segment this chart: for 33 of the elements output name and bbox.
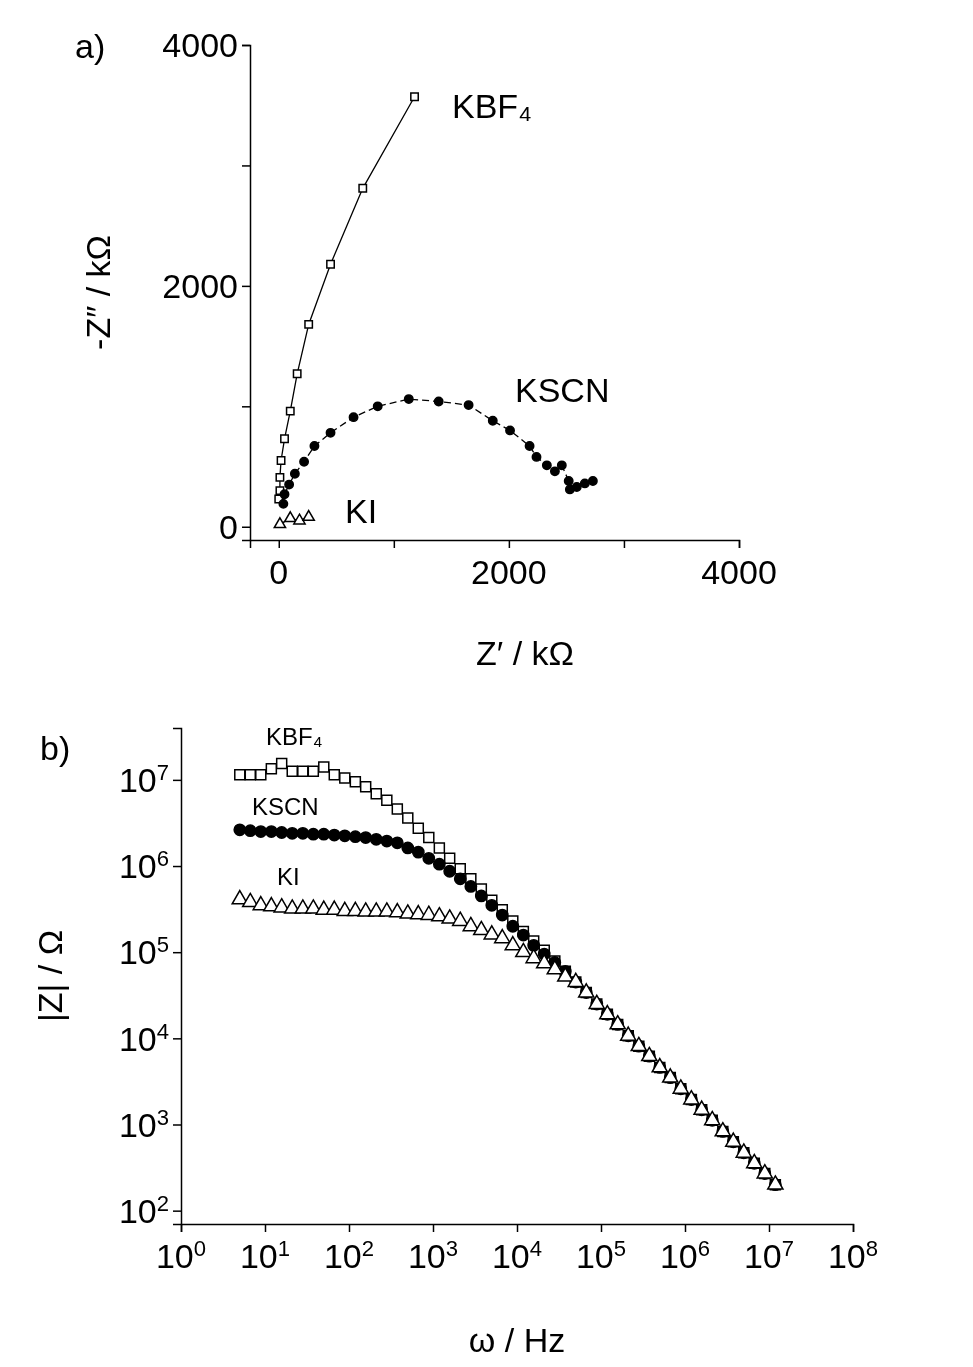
series-label: KSCN — [252, 793, 319, 820]
series-label: KI — [345, 492, 378, 530]
x-tick-label: 10$^{6}$ — [659, 1235, 711, 1275]
y-axis-title: -Z″ / kΩ — [79, 235, 117, 350]
x-tick-label: 10$^{7}$ — [743, 1235, 795, 1275]
x-tick-label: 4000 — [701, 553, 777, 591]
x-tick-label: 0 — [269, 553, 289, 591]
x-axis-title: Z′ / kΩ — [476, 634, 574, 672]
y-tick-label: 4000 — [162, 26, 238, 65]
x-axis-title: ω / Hz — [468, 1321, 566, 1359]
y-tick-label: 10$^{7}$ — [118, 759, 169, 800]
x-tick-label: 2000 — [471, 553, 547, 591]
y-tick-label: 10$^{5}$ — [118, 931, 169, 972]
y-axis-title: |Z| / Ω — [31, 929, 69, 1023]
series-label: KI — [277, 863, 300, 890]
chart-title: b) — [40, 729, 71, 767]
x-tick-label: 10$^{5}$ — [575, 1235, 627, 1275]
y-tick-label: 10$^{3}$ — [118, 1104, 169, 1144]
x-tick-label: 10$^{2}$ — [323, 1235, 375, 1275]
y-tick-label: 0 — [219, 507, 238, 546]
y-tick-label: 2000 — [162, 267, 238, 306]
y-tick-label: 10$^{6}$ — [118, 845, 169, 886]
series-label: KBF₄ — [266, 723, 323, 750]
series-label: KBF₄ — [452, 87, 533, 125]
y-tick-label: 10$^{4}$ — [118, 1018, 169, 1058]
y-tick-label: 10$^{2}$ — [118, 1190, 169, 1230]
x-tick-label: 10$^{8}$ — [827, 1235, 879, 1275]
x-tick-label: 10$^{4}$ — [491, 1235, 543, 1275]
x-tick-label: 10$^{3}$ — [407, 1235, 459, 1275]
series-label: KSCN — [515, 371, 610, 409]
x-tick-label: 10$^{0}$ — [155, 1235, 207, 1275]
chart-title: a) — [75, 27, 106, 65]
x-tick-label: 10$^{1}$ — [239, 1235, 291, 1275]
